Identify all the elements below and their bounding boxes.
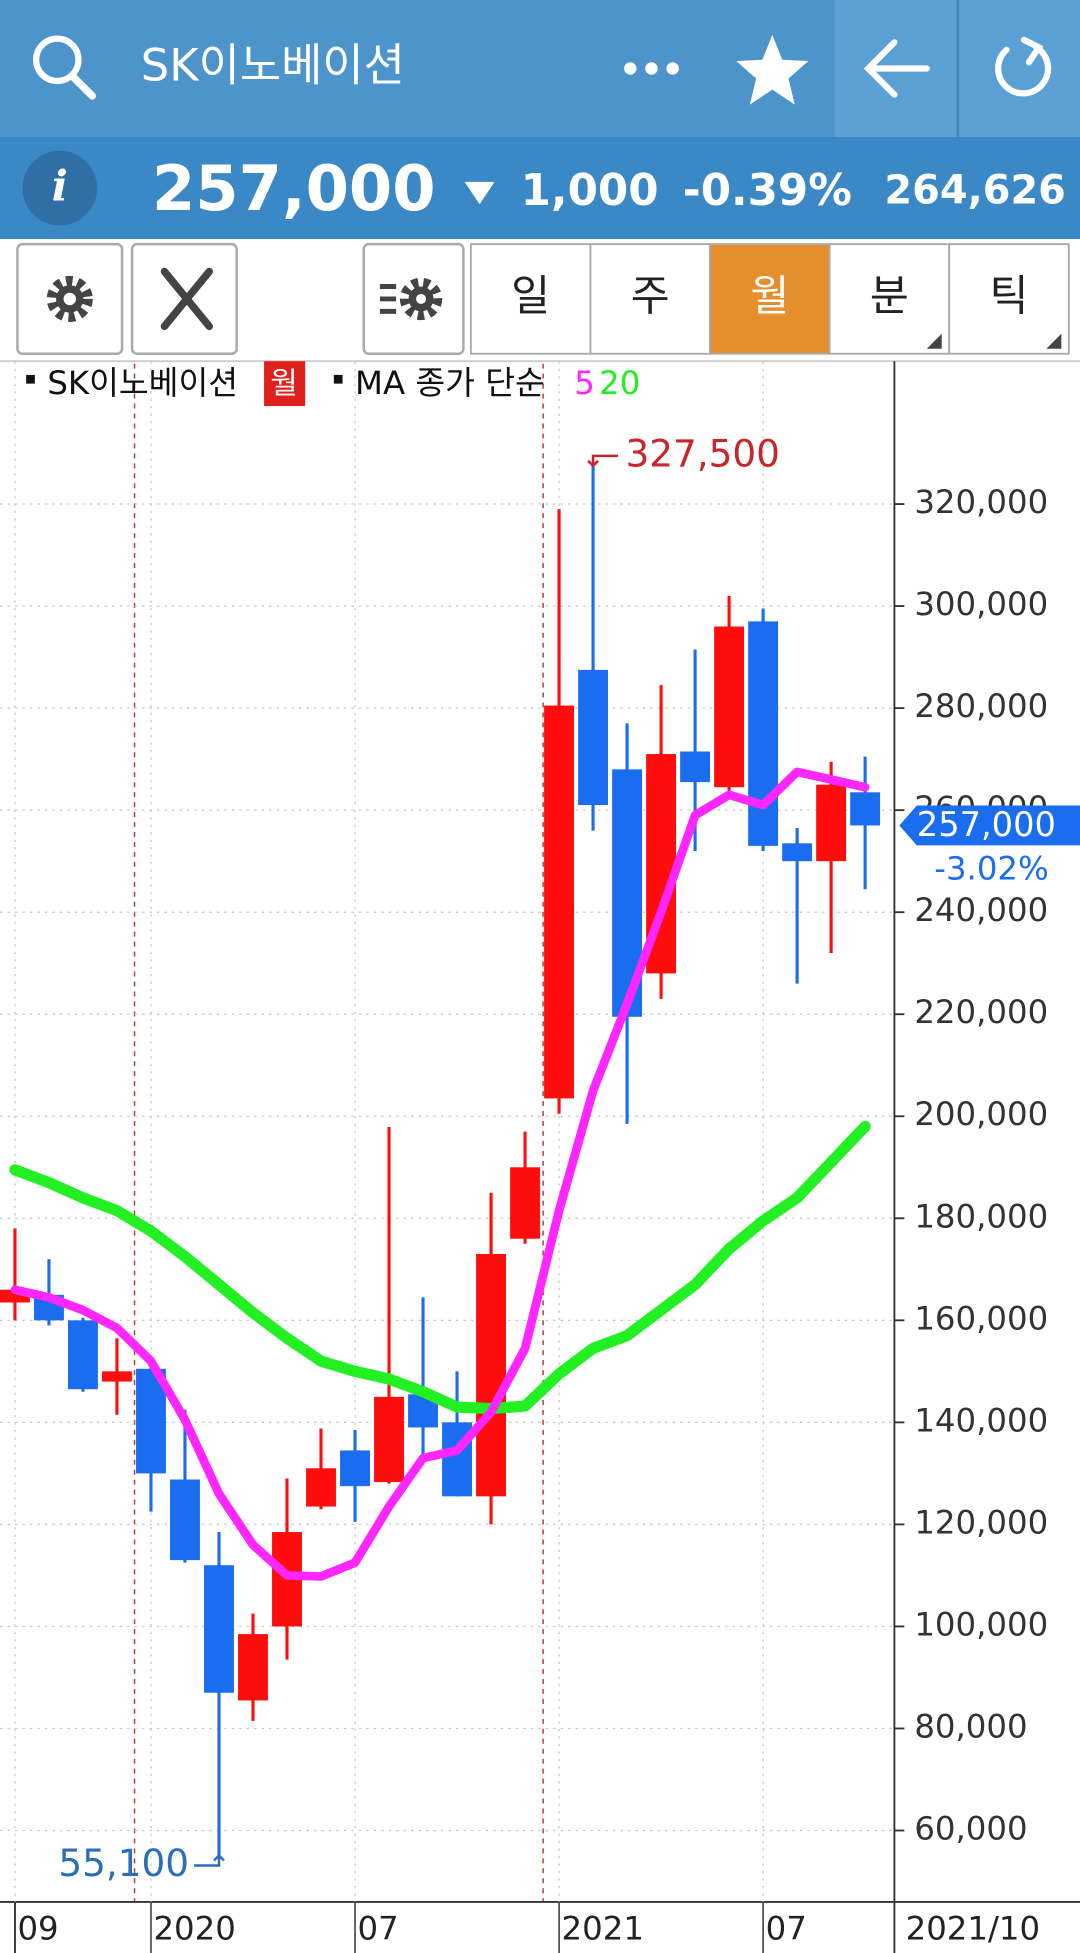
quote-change-pct: -0.39% [683, 166, 852, 216]
legend-period: 월 [270, 366, 298, 401]
settings-button[interactable] [16, 242, 124, 355]
current-price-label: 257,000 [917, 805, 1056, 844]
x-tick-label: 07 [358, 1910, 399, 1948]
legend-marker [333, 374, 343, 384]
candle-body [102, 1371, 132, 1382]
y-tick-label: 120,000 [914, 1503, 1048, 1541]
candle-body [204, 1565, 234, 1693]
candle-body [68, 1320, 98, 1390]
period-tab[interactable] [948, 243, 1070, 355]
candle-body [680, 751, 711, 783]
current-x-label: 2021/10 [906, 1910, 1041, 1948]
quote-change: 1,000 [521, 166, 659, 216]
x-tick-label: 2021 [562, 1910, 644, 1948]
x-tick-label: 07 [766, 1910, 807, 1948]
favorite-button[interactable] [736, 34, 809, 105]
period-tab-label[interactable]: 주 [631, 271, 670, 320]
y-tick-label: 300,000 [914, 585, 1048, 623]
ma-line [9, 1120, 871, 1415]
period-tab[interactable] [589, 243, 711, 355]
period-tab-label[interactable]: 일 [511, 271, 550, 320]
refresh-button-bg[interactable] [959, 0, 1080, 138]
candle-body [238, 1634, 268, 1701]
chart: SK이노베이션 월 MA 종가 단순 5 20 60,000 80,000 100,00… [0, 360, 1080, 1953]
legend-name: SK이노베이션 [47, 364, 238, 402]
y-tick-label: 200,000 [914, 1095, 1048, 1133]
ma-line [10, 767, 870, 1581]
period-tab[interactable] [709, 243, 831, 355]
y-tick-label: 80,000 [914, 1707, 1027, 1745]
annotation-arrow [194, 1853, 225, 1867]
annotation-arrow [587, 454, 618, 468]
y-tick-label: 60,000 [914, 1810, 1027, 1848]
y-tick-label: 320,000 [914, 483, 1048, 521]
info-icon: i [52, 160, 68, 210]
header-title[interactable]: SK이노베이션 [141, 39, 405, 92]
candle-body [782, 843, 813, 862]
candle-body [306, 1468, 336, 1507]
y-tick-label: 220,000 [914, 993, 1048, 1031]
tools-button[interactable] [130, 242, 238, 355]
down-arrow-icon [464, 181, 495, 205]
candle-body [476, 1254, 506, 1497]
more-button[interactable] [624, 62, 679, 75]
candle-body [544, 705, 575, 1099]
y-tick-label: 180,000 [914, 1197, 1048, 1235]
candle-body [850, 792, 881, 826]
current-price-change: -3.02% [934, 849, 1049, 887]
candle-body [170, 1479, 200, 1561]
quote-price: 257,000 [152, 152, 436, 225]
legend-period-bg [264, 361, 306, 407]
current-x-label-bg [895, 1904, 1080, 1953]
candle-body [748, 621, 779, 846]
legend-ma-label: MA 종가 단순 [355, 364, 545, 402]
legend-marker [26, 374, 35, 384]
y-tick-label: 140,000 [914, 1401, 1048, 1439]
current-price-tag [899, 805, 1080, 846]
x-tick-label: 09 [17, 1910, 58, 1948]
period-tab-label[interactable]: 분 [870, 271, 909, 320]
indicator-settings-button[interactable] [362, 242, 465, 355]
annotation-label: 327,500 [625, 431, 780, 475]
period-tab-label[interactable]: 월 [750, 271, 789, 320]
candle-body [340, 1450, 370, 1487]
submenu-indicator [926, 333, 942, 349]
y-tick-label: 240,000 [914, 891, 1048, 929]
annotation-label: 55,100 [58, 1841, 189, 1885]
y-tick-label: 160,000 [914, 1299, 1048, 1337]
y-tick-label: 280,000 [914, 687, 1048, 725]
quote-bar [0, 137, 1080, 240]
back-button[interactable] [863, 39, 930, 98]
period-tab-label[interactable]: 틱 [990, 271, 1029, 320]
info-button[interactable] [22, 150, 98, 226]
candle-body [816, 784, 847, 862]
x-tick-label: 2020 [153, 1910, 235, 1948]
candle-body [510, 1167, 540, 1239]
refresh-button[interactable] [995, 36, 1052, 97]
candle-body [374, 1396, 404, 1483]
legend-ma-period: 20 [599, 364, 640, 402]
y-tick-label: 100,000 [914, 1605, 1048, 1643]
candle-body [714, 626, 745, 788]
search-button[interactable] [33, 35, 96, 100]
period-tab[interactable] [828, 243, 951, 355]
quote-volume: 264,626 [884, 168, 1065, 214]
legend-ma-period: 5 [574, 364, 595, 402]
candle-body [578, 669, 609, 806]
